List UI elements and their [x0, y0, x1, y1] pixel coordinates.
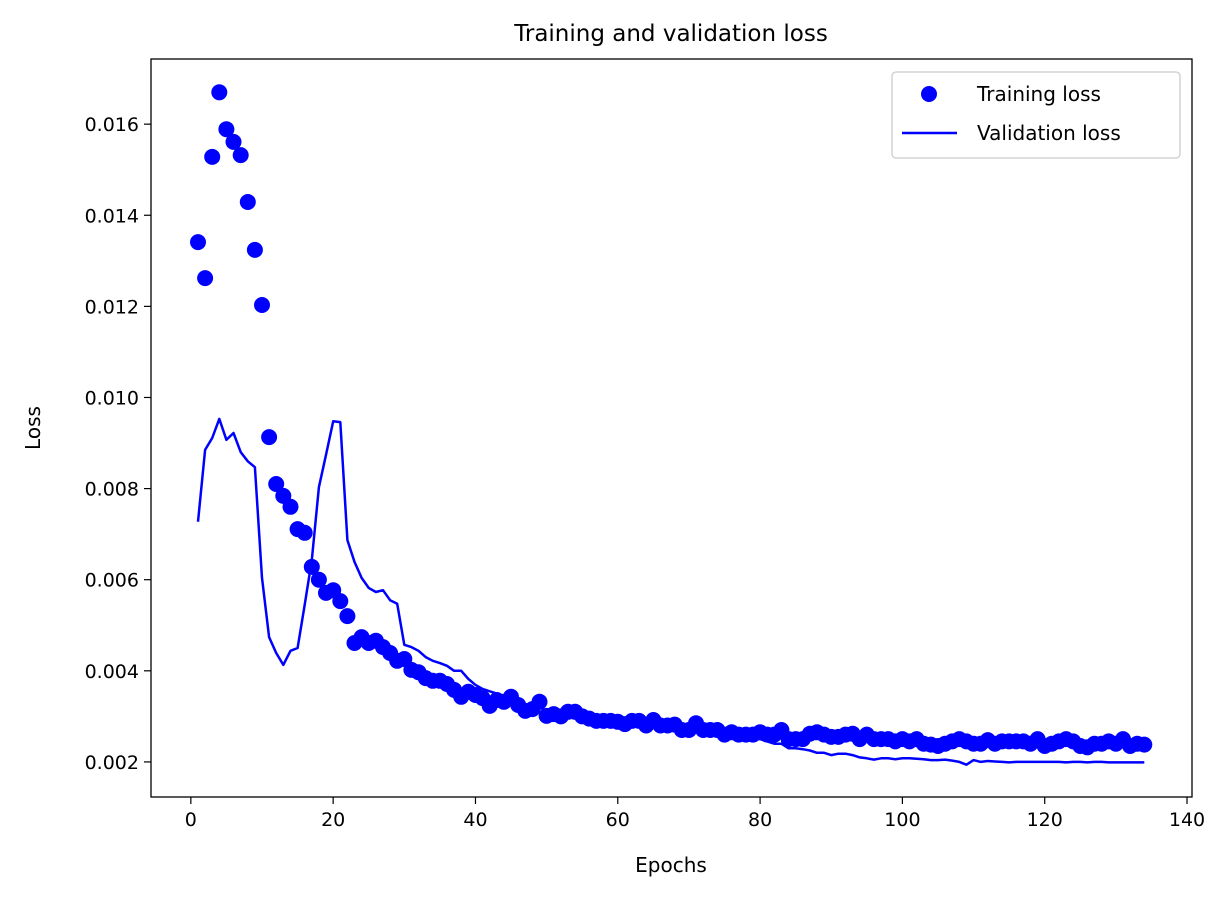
y-tick-label: 0.010 — [85, 387, 139, 409]
y-tick-label: 0.014 — [85, 205, 139, 227]
training-loss-point — [310, 571, 327, 588]
y-tick-label: 0.002 — [85, 752, 139, 774]
x-tick-label: 120 — [1027, 809, 1063, 831]
training-loss-point — [282, 498, 299, 515]
y-tick-label: 0.012 — [85, 296, 139, 318]
training-loss-point — [225, 133, 242, 150]
chart-title: Training and validation loss — [513, 21, 828, 47]
training-loss-point — [332, 593, 349, 610]
x-tick-label: 20 — [321, 809, 345, 831]
training-loss-point — [268, 476, 285, 492]
legend-training-marker — [921, 86, 937, 102]
training-loss-point — [246, 241, 263, 258]
training-loss-point — [1136, 736, 1153, 753]
training-loss-point — [303, 558, 320, 575]
training-loss-point — [190, 234, 206, 251]
y-tick-label: 0.016 — [85, 114, 139, 136]
x-tick-label: 0 — [185, 809, 197, 831]
training-loss-point — [531, 693, 548, 710]
training-loss-point — [211, 84, 228, 101]
training-loss-point — [296, 524, 313, 541]
y-tick-label: 0.004 — [85, 661, 139, 683]
training-loss-point — [218, 121, 235, 138]
y-tick-label: 0.008 — [85, 479, 139, 501]
training-loss-point — [197, 270, 214, 287]
legend-validation-label: Validation loss — [977, 121, 1121, 145]
training-loss-point — [232, 147, 249, 164]
plot-frame — [150, 58, 1193, 798]
y-axis-label: Loss — [21, 406, 45, 450]
legend-training-label: Training loss — [976, 82, 1101, 106]
x-tick-label: 40 — [463, 809, 487, 831]
y-tick-label: 0.006 — [85, 570, 139, 592]
x-tick-label: 60 — [606, 809, 630, 831]
training-loss-point — [204, 148, 221, 165]
training-loss-point — [239, 194, 256, 210]
training-loss-point — [261, 429, 278, 446]
training-loss-point — [254, 297, 270, 313]
x-axis-label: Epochs — [635, 853, 707, 877]
x-tick-label: 140 — [1169, 809, 1205, 831]
x-tick-label: 80 — [748, 809, 772, 831]
x-tick-label: 100 — [884, 809, 920, 831]
legend: Training loss Validation loss — [891, 71, 1181, 159]
legend-frame — [891, 71, 1181, 159]
training-loss-point — [339, 608, 356, 625]
